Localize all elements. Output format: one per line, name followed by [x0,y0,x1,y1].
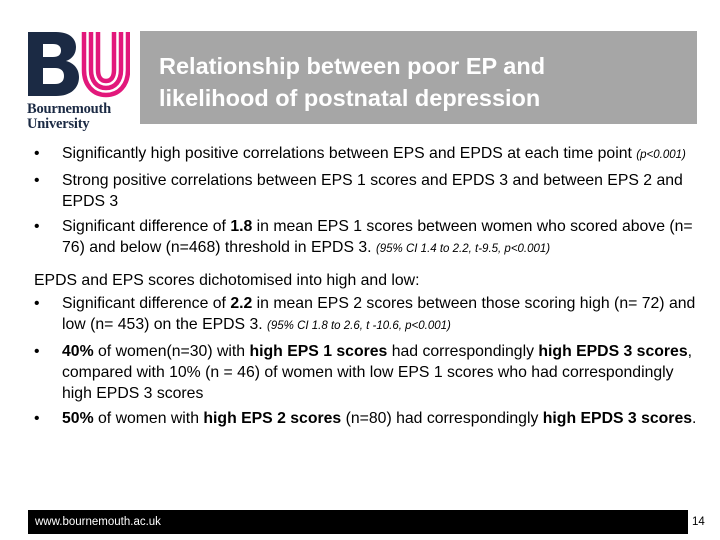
bullet-dot-icon: • [34,172,40,189]
bu-logo-icon [28,32,130,98]
bullet-dot-icon: • [34,343,40,360]
bullet-text-run: 2.2 [230,295,253,312]
footer-url[interactable]: www.bournemouth.ac.uk [35,516,161,528]
bullet-item: • Significant difference of 2.2 in mean E… [34,293,704,337]
stat-note: (95% CI 1.8 to 2.6, t -10.6, p<0.001) [267,320,451,332]
bullet-text-run: Significantly high positive correlations… [62,145,637,162]
bullet-text: Significant difference of 1.8 in mean EP… [62,218,693,256]
title-line-1: Relationship between poor EP and [159,53,546,79]
bullet-text-run: 1.8 [230,218,253,235]
bullet-item: • Significantly high positive correlation… [34,143,704,166]
bullet-list-top: • Significantly high positive correlation… [34,143,704,260]
bullet-dot-icon: • [34,410,40,427]
bullet-item: • 40% of women(n=30) with high EPS 1 scor… [34,341,704,404]
bullet-text-run: 40% [62,343,94,360]
bullet-text-run: , compared with 10% (n = 46) of women wi… [62,343,693,402]
bullet-list-bottom: • Significant difference of 2.2 in mean E… [34,293,704,429]
bullet-text-run: high EPS 1 scores [249,343,388,360]
bullet-text-run: Significant difference of [62,295,231,312]
bullet-text-run: of women with [93,410,204,427]
bullet-item: • 50% of women with high EPS 2 scores (n=… [34,408,704,429]
bullet-text: Significant difference of 2.2 in mean EP… [62,295,695,333]
logo-line-1: Bournemouth [27,101,112,117]
bullet-text-run: Significant difference of [62,218,231,235]
slide-title: Relationship between poor EP and likelih… [140,31,697,124]
bullet-text-run: high EPS 2 scores [203,410,342,427]
bullet-text: Significantly high positive correlations… [62,145,686,162]
title-line-2: likelihood of postnatal depression [159,85,541,111]
bullet-text-run: (n=80) had correspondingly [341,410,543,427]
bullet-text-run: 50% [62,410,94,427]
bullet-text: 40% of women(n=30) with high EPS 1 score… [62,343,692,402]
bullet-text-run: of women(n=30) with [93,343,250,360]
footer-bar: www.bournemouth.ac.uk [28,510,688,534]
bullet-item: • Significant difference of 1.8 in mean E… [34,216,704,260]
bullet-text-run: in mean EPS 1 scores between women who s… [62,218,693,256]
bullet-text: Strong positive correlations between EPS… [62,172,683,210]
stat-note: (95% CI 1.4 to 2.2, t-9.5, p<0.001) [375,243,551,255]
bullet-text-run: high EPDS 3 scores [538,343,688,360]
page-number: 14 [692,516,705,528]
bullet-text-run: in mean EPS 2 scores between those scori… [62,295,696,333]
bournemouth-university-logo: Bournemouth University [26,30,136,136]
bullet-dot-icon: • [34,218,40,235]
section-label: EPDS and EPS scores dichotomised into hi… [34,272,420,289]
bullet-text: 50% of women with high EPS 2 scores (n=8… [62,410,696,427]
bullet-dot-icon: • [34,295,40,312]
bullet-text-run: Strong positive correlations between EPS… [62,172,683,210]
bullet-dot-icon: • [34,145,40,162]
logo-wordmark: Bournemouth University [27,102,111,132]
bullet-text-run: . [692,410,697,427]
bullet-text-run: high EPDS 3 scores [542,410,693,427]
bullet-text-run: had correspondingly [387,343,539,360]
stat-note: (p<0.001) [636,149,686,161]
logo-line-2: University [27,116,90,132]
bullet-item: • Strong positive correlations between EP… [34,170,704,212]
slide-body: • Significantly high positive correlation… [34,143,704,433]
